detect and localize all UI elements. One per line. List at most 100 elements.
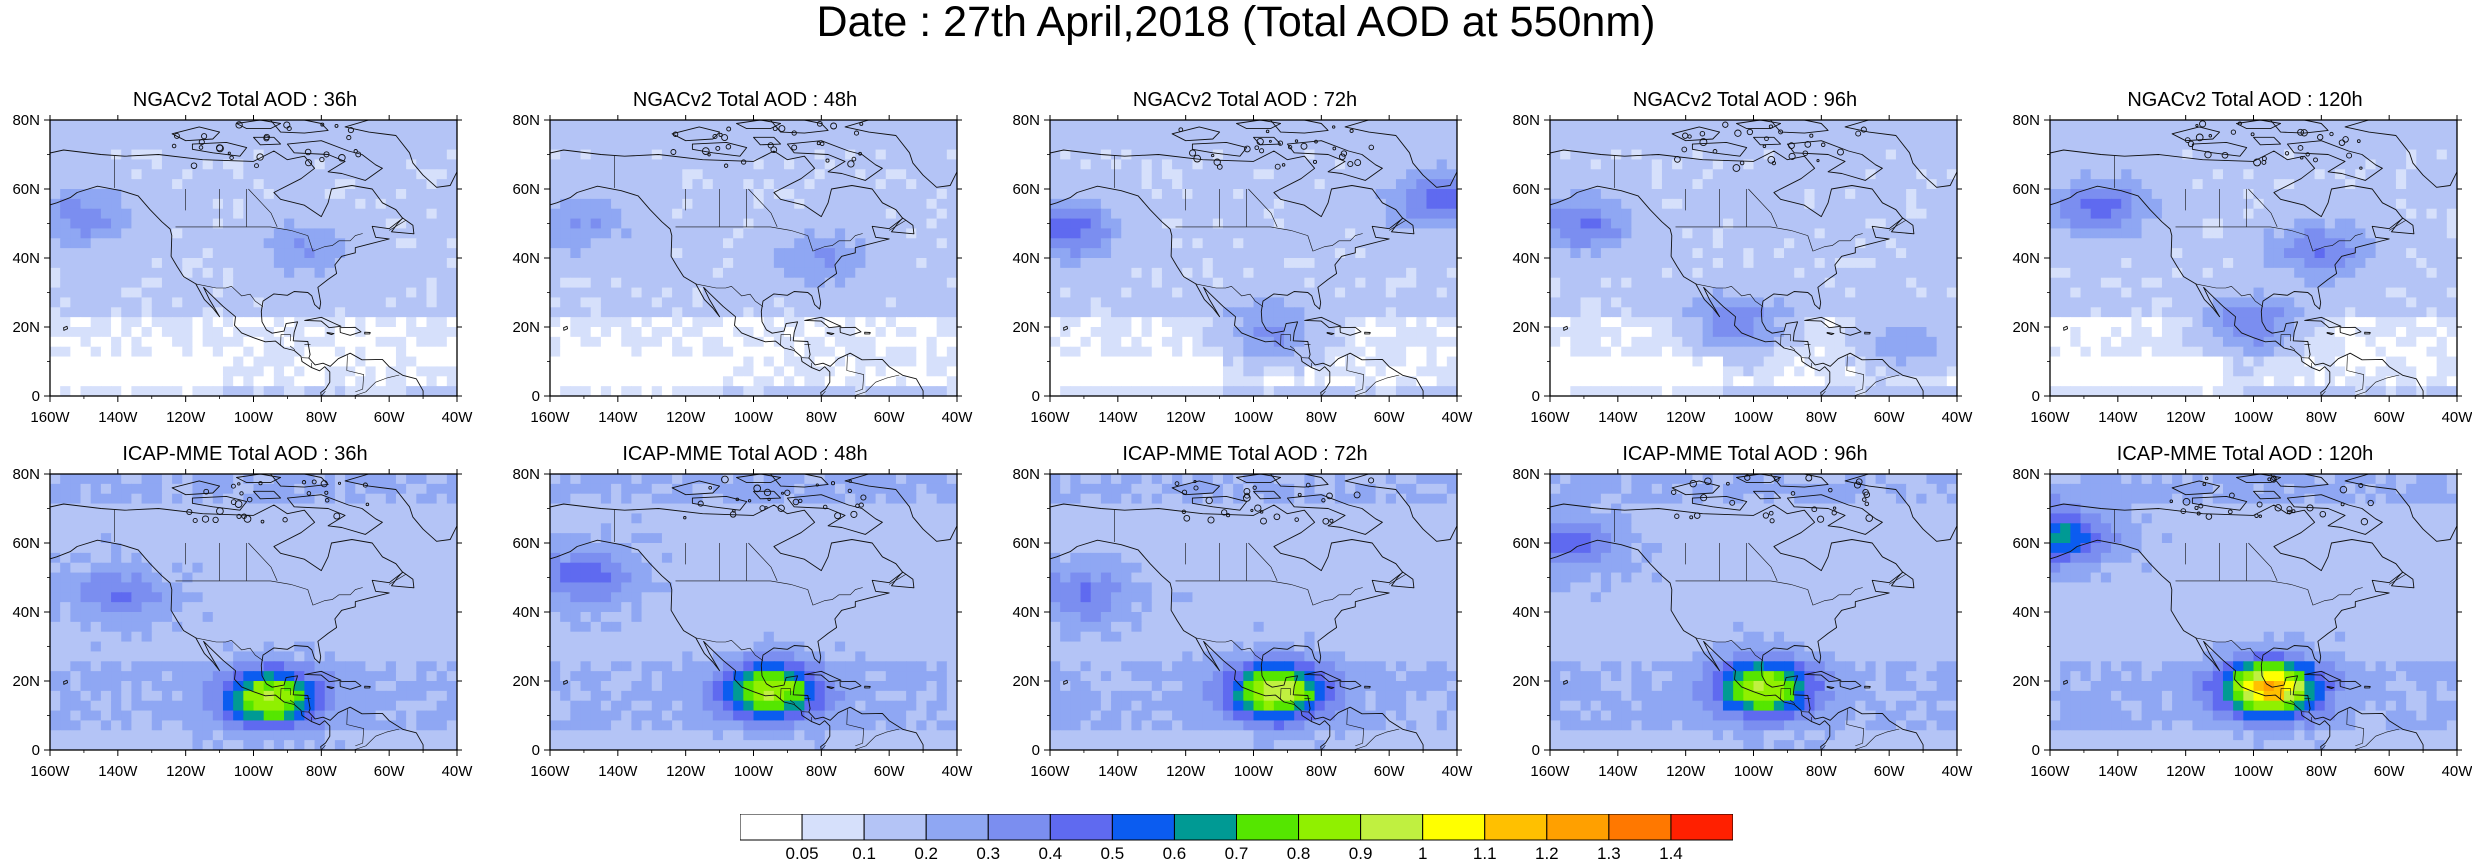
colorbar-swatch bbox=[1298, 814, 1362, 841]
colorbar-swatch bbox=[1173, 814, 1238, 841]
y-tick-label: 40N bbox=[1512, 604, 1540, 621]
x-tick-label: 120W bbox=[1666, 763, 1706, 780]
y-tick-label: 0 bbox=[1532, 388, 1540, 405]
y-tick-label: 60N bbox=[1512, 181, 1540, 198]
map-panel: NGACv2 Total AOD : 96h 160W 140W 120W 100W 80… bbox=[1500, 88, 1980, 428]
y-tick-label: 40N bbox=[512, 604, 540, 621]
x-tick-label: 140W bbox=[598, 763, 638, 780]
x-tick-label: 160W bbox=[530, 763, 570, 780]
panel-title: ICAP-MME Total AOD : 96h bbox=[1622, 443, 1868, 465]
coastlines bbox=[50, 120, 457, 396]
map-panel: NGACv2 Total AOD : 48h 160W 140W 120W 100W 80… bbox=[500, 88, 980, 428]
y-tick-label: 0 bbox=[2032, 388, 2040, 405]
x-tick-label: 120W bbox=[666, 763, 706, 780]
colorbar-swatch bbox=[1360, 814, 1424, 841]
colorbar-swatch bbox=[740, 814, 803, 841]
colorbar-label: 0.7 bbox=[1225, 844, 1249, 862]
x-tick-label: 140W bbox=[598, 409, 638, 426]
panel-title: NGACv2 Total AOD : 120h bbox=[2127, 89, 2363, 111]
y-tick-label: 20N bbox=[1012, 673, 1040, 690]
x-tick-label: 40W bbox=[442, 409, 474, 426]
panel-title: ICAP-MME Total AOD : 120h bbox=[2116, 443, 2374, 465]
y-tick-label: 80N bbox=[512, 466, 540, 483]
colorbar-label: 0.6 bbox=[1163, 844, 1187, 862]
colorbar-label: 1.4 bbox=[1659, 844, 1683, 862]
y-tick-label: 0 bbox=[532, 742, 540, 759]
aod-map-plot: 160W 140W 120W 100W 80W 60W 40W 0 20N 40N 60N 80N bbox=[512, 466, 973, 780]
x-tick-label: 40W bbox=[1442, 409, 1474, 426]
x-tick-label: 60W bbox=[374, 763, 406, 780]
panel-title: ICAP-MME Total AOD : 72h bbox=[1122, 443, 1368, 465]
y-tick-label: 80N bbox=[1512, 112, 1540, 129]
x-tick-label: 60W bbox=[1374, 409, 1406, 426]
x-tick-label: 40W bbox=[1942, 763, 1974, 780]
x-tick-label: 80W bbox=[306, 409, 338, 426]
x-tick-label: 80W bbox=[1806, 763, 1838, 780]
y-tick-label: 80N bbox=[2012, 466, 2040, 483]
aod-field bbox=[1550, 120, 1957, 396]
y-tick-label: 40N bbox=[2012, 250, 2040, 267]
y-tick-label: 80N bbox=[512, 112, 540, 129]
x-tick-label: 120W bbox=[166, 763, 206, 780]
x-tick-label: 40W bbox=[942, 409, 974, 426]
y-tick-label: 20N bbox=[512, 319, 540, 336]
colorbar-swatch bbox=[1546, 814, 1610, 841]
y-tick-label: 40N bbox=[1512, 250, 1540, 267]
x-tick-label: 140W bbox=[1598, 763, 1638, 780]
y-tick-label: 40N bbox=[12, 604, 40, 621]
x-tick-label: 40W bbox=[1442, 763, 1474, 780]
map-panel: NGACv2 Total AOD : 36h 160W 140W 120W 100W 80… bbox=[0, 88, 480, 428]
y-tick-label: 20N bbox=[2012, 319, 2040, 336]
x-tick-label: 120W bbox=[1166, 409, 1206, 426]
aod-map-plot: 160W 140W 120W 100W 80W 60W 40W 0 20N 40N 60N 80N bbox=[1012, 112, 1474, 426]
x-tick-label: 140W bbox=[1098, 763, 1138, 780]
y-tick-label: 60N bbox=[2012, 535, 2040, 552]
x-tick-label: 100W bbox=[1234, 763, 1274, 780]
y-tick-label: 20N bbox=[12, 673, 40, 690]
x-tick-label: 60W bbox=[1874, 763, 1906, 780]
coastlines bbox=[1550, 474, 1957, 750]
x-tick-label: 140W bbox=[1098, 409, 1138, 426]
y-tick-label: 60N bbox=[12, 181, 40, 198]
coastlines bbox=[1050, 120, 1457, 396]
panel-title: NGACv2 Total AOD : 96h bbox=[1632, 89, 1858, 111]
y-tick-label: 0 bbox=[1532, 742, 1540, 759]
y-tick-label: 0 bbox=[32, 742, 40, 759]
x-tick-label: 80W bbox=[806, 409, 838, 426]
map-panel: NGACv2 Total AOD : 120h 160W 140W 120W 100W 8… bbox=[2000, 88, 2472, 428]
y-tick-label: 80N bbox=[12, 466, 40, 483]
colorbar-swatch bbox=[801, 814, 865, 841]
x-tick-label: 140W bbox=[98, 763, 138, 780]
y-tick-label: 60N bbox=[1012, 181, 1040, 198]
panel-title: NGACv2 Total AOD : 48h bbox=[632, 89, 858, 111]
x-tick-label: 60W bbox=[2374, 409, 2406, 426]
colorbar-swatch bbox=[1111, 814, 1175, 841]
x-tick-label: 80W bbox=[1806, 409, 1838, 426]
x-tick-label: 100W bbox=[734, 409, 774, 426]
panel-title: NGACv2 Total AOD : 72h bbox=[1132, 89, 1358, 111]
colorbar-label: 1 bbox=[1418, 844, 1427, 862]
x-tick-label: 100W bbox=[734, 763, 774, 780]
coastlines bbox=[2050, 474, 2457, 750]
colorbar-label: 0.8 bbox=[1287, 844, 1311, 862]
aod-map-plot: 160W 140W 120W 100W 80W 60W 40W 0 20N 40N 60N 80N bbox=[2012, 112, 2472, 426]
aod-field bbox=[550, 120, 957, 396]
y-tick-label: 60N bbox=[2012, 181, 2040, 198]
y-tick-label: 40N bbox=[512, 250, 540, 267]
x-tick-label: 100W bbox=[1734, 409, 1774, 426]
colorbar-swatch bbox=[1236, 814, 1300, 841]
y-tick-label: 60N bbox=[512, 535, 540, 552]
x-tick-label: 80W bbox=[806, 763, 838, 780]
x-tick-label: 140W bbox=[2098, 409, 2138, 426]
x-tick-label: 100W bbox=[2234, 763, 2274, 780]
coastlines bbox=[550, 120, 957, 396]
x-tick-label: 40W bbox=[442, 763, 474, 780]
y-tick-label: 20N bbox=[1512, 673, 1540, 690]
colorbar-svg: 0.05 0.1 0.2 0.3 0.4 0.5 0.6 0.7 0.8 0.9 1 1.1 1.2 1.… bbox=[740, 814, 1733, 862]
colorbar-label: 0.1 bbox=[852, 844, 876, 862]
colorbar-swatch bbox=[1422, 814, 1486, 841]
aod-field bbox=[1050, 474, 1457, 750]
y-tick-label: 80N bbox=[1012, 466, 1040, 483]
map-panel: ICAP-MME Total AOD : 96h 160W 140W 120W 100W… bbox=[1500, 442, 1980, 782]
x-tick-label: 120W bbox=[166, 409, 206, 426]
